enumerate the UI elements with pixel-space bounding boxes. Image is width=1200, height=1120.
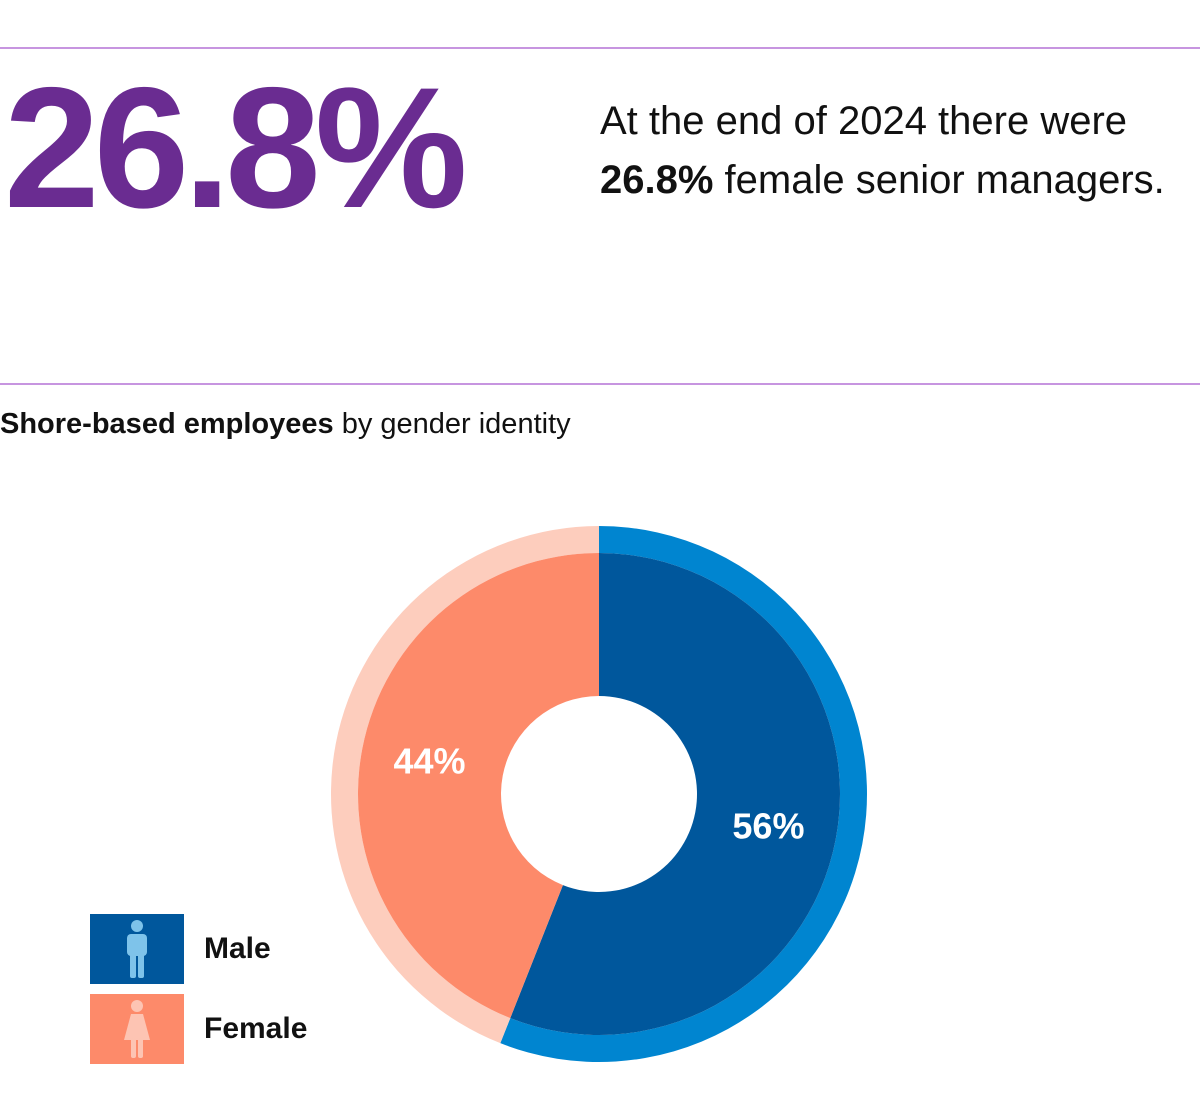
- data-label-male: 56%: [732, 805, 804, 846]
- legend-item-female: Female: [90, 994, 307, 1064]
- headline-description: At the end of 2024 there were 26.8% fema…: [600, 92, 1180, 210]
- slice-outer-ring-female: [331, 526, 599, 1044]
- headline-text-after: female senior managers.: [713, 158, 1165, 202]
- slice-female: [358, 553, 599, 1019]
- female-person-icon: [124, 1000, 150, 1058]
- chart-title-bold: Shore-based employees: [0, 408, 334, 440]
- legend-swatch-female: [90, 994, 184, 1064]
- headline-text-bold: 26.8%: [600, 158, 714, 202]
- legend-label-female: Female: [204, 1012, 308, 1045]
- legend-swatch-male: [90, 914, 184, 984]
- middle-divider: [0, 383, 1200, 385]
- legend-item-male: Male: [90, 914, 307, 984]
- chart-title-rest: by gender identity: [333, 408, 571, 440]
- headline-stat: 26.8%: [4, 52, 468, 244]
- chart-legend: Male Female: [90, 914, 307, 1074]
- headline-text-before: At the end of 2024 there were: [600, 99, 1128, 143]
- top-divider: [0, 47, 1200, 49]
- data-label-female: 44%: [394, 741, 466, 782]
- chart-title: Shore-based employees by gender identity: [0, 408, 571, 441]
- male-person-icon: [127, 920, 147, 978]
- legend-label-male: Male: [204, 932, 271, 965]
- slice-male: [510, 553, 840, 1035]
